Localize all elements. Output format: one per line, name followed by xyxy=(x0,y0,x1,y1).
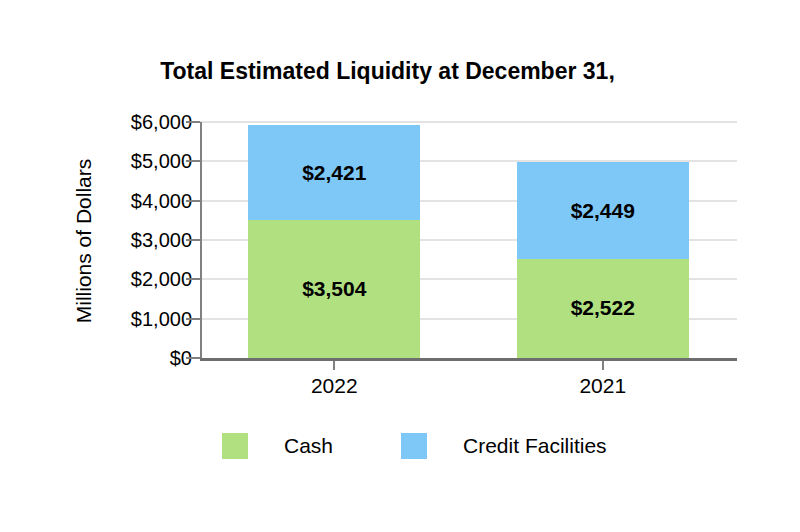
y-axis-tick xyxy=(186,200,200,202)
stacked-bar-chart: Total Estimated Liquidity at December 31… xyxy=(0,0,800,532)
legend-entry-credit-facilities: Credit Facilities xyxy=(401,433,607,459)
legend-label-cash: Cash xyxy=(284,434,333,458)
y-axis-tick xyxy=(186,239,200,241)
plot-area: $3,504$2,421 $2,522$2,449 xyxy=(200,122,737,358)
legend-swatch-credit-facilities xyxy=(401,433,427,459)
bar-segment-cash-2022: $3,504 xyxy=(248,220,420,358)
y-axis-line xyxy=(200,122,202,358)
y-axis-tick-label: $4,000 xyxy=(102,190,192,212)
legend-entry-cash: Cash xyxy=(222,433,333,459)
legend-swatch-cash xyxy=(222,433,248,459)
y-axis-title: Millions of Dollars xyxy=(72,159,96,324)
x-axis-tick xyxy=(602,361,604,370)
x-axis-tick xyxy=(333,361,335,370)
y-axis-tick xyxy=(186,121,200,123)
legend: Cash Credit Facilities xyxy=(222,433,607,459)
y-axis-tick-label: $6,000 xyxy=(102,111,192,133)
chart-title: Total Estimated Liquidity at December 31… xyxy=(0,58,775,85)
x-axis-label: 2021 xyxy=(523,374,683,398)
y-axis-tick xyxy=(186,278,200,280)
bar-segment-credit-facilities-2022: $2,421 xyxy=(248,125,420,220)
y-axis-tick-label: $0 xyxy=(102,347,192,369)
legend-label-credit-facilities: Credit Facilities xyxy=(463,434,607,458)
y-axis-tick xyxy=(186,160,200,162)
y-axis-tick-label: $5,000 xyxy=(102,150,192,172)
y-axis-tick xyxy=(186,318,200,320)
y-axis-tick xyxy=(186,357,200,359)
y-axis-tick-label: $3,000 xyxy=(102,229,192,251)
gridline xyxy=(200,121,737,123)
y-axis-tick-label: $1,000 xyxy=(102,308,192,330)
bar-segment-cash-2021: $2,522 xyxy=(517,259,689,358)
y-axis-tick-label: $2,000 xyxy=(102,268,192,290)
x-axis-line xyxy=(200,358,737,361)
bar-segment-credit-facilities-2021: $2,449 xyxy=(517,162,689,258)
x-axis-label: 2022 xyxy=(254,374,414,398)
